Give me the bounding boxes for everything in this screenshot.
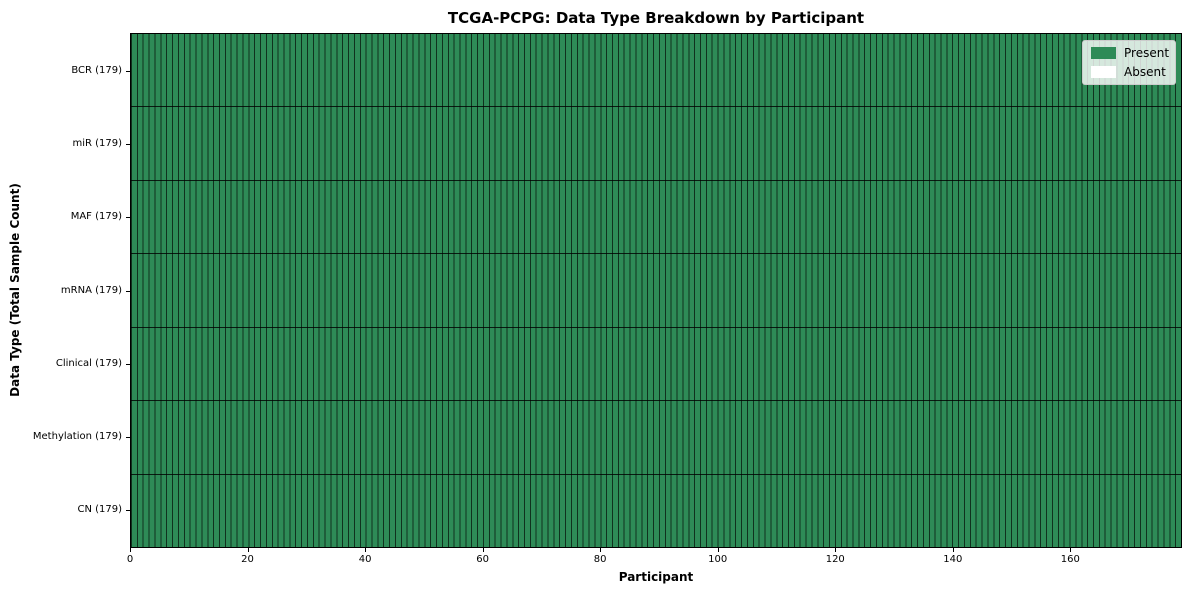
heatmap-row-cn (131, 474, 1181, 547)
chart-title: TCGA-PCPG: Data Type Breakdown by Partic… (447, 9, 865, 27)
heatmap-row-mrna (131, 254, 1181, 328)
absent-swatch-icon (1091, 66, 1116, 78)
x-tick-mark (482, 548, 484, 552)
legend-label-absent: Absent (1124, 65, 1166, 79)
y-tick-mark (126, 143, 130, 145)
x-tick-mark (1070, 548, 1072, 552)
x-tick-mark (365, 548, 367, 552)
x-tick-label: 100 (708, 554, 728, 565)
x-tick-label: 0 (126, 554, 134, 565)
x-tick-label: 40 (358, 554, 372, 565)
present-swatch-icon (1091, 47, 1116, 59)
plot-area (130, 33, 1182, 548)
y-tick-label: Methylation (179) (32, 431, 122, 443)
heatmap-row-methylation (131, 401, 1181, 475)
x-tick-mark (835, 548, 837, 552)
x-axis-label: Participant (618, 570, 694, 584)
x-tick-mark (600, 548, 602, 552)
y-tick-label: BCR (179) (71, 64, 122, 76)
x-tick-mark (717, 548, 719, 552)
y-tick-label: Clinical (179) (55, 357, 122, 369)
legend-entry-absent: Absent (1091, 65, 1167, 79)
y-tick-mark (126, 437, 130, 439)
y-axis-label: Data Type (Total Sample Count) (8, 183, 22, 397)
x-tick-label: 80 (593, 554, 607, 565)
x-tick-label: 60 (476, 554, 489, 565)
y-tick-label: mRNA (179) (60, 284, 122, 296)
x-tick-mark (130, 548, 131, 552)
heatmap-row-maf (131, 180, 1181, 255)
y-tick-label: MAF (179) (70, 211, 122, 223)
legend: Present Absent (1082, 40, 1176, 85)
x-tick-label: 160 (1060, 554, 1080, 565)
x-tick-label: 20 (241, 554, 254, 565)
y-tick-mark (126, 363, 130, 365)
heatmap-row-bcr (131, 34, 1181, 108)
x-tick-label: 120 (825, 554, 845, 565)
legend-label-present: Present (1124, 46, 1170, 60)
heatmap-row-clinical (131, 327, 1181, 402)
heatmap-row-mir (131, 107, 1181, 181)
y-tick-label: CN (179) (77, 504, 122, 516)
x-tick-label: 140 (943, 554, 963, 565)
y-tick-mark (126, 70, 130, 72)
y-tick-mark (126, 217, 130, 219)
x-tick-mark (952, 548, 954, 552)
y-tick-mark (126, 510, 130, 512)
legend-entry-present: Present (1091, 46, 1170, 60)
y-tick-mark (126, 290, 130, 292)
x-tick-mark (247, 548, 249, 552)
y-tick-label: miR (179) (72, 137, 122, 149)
